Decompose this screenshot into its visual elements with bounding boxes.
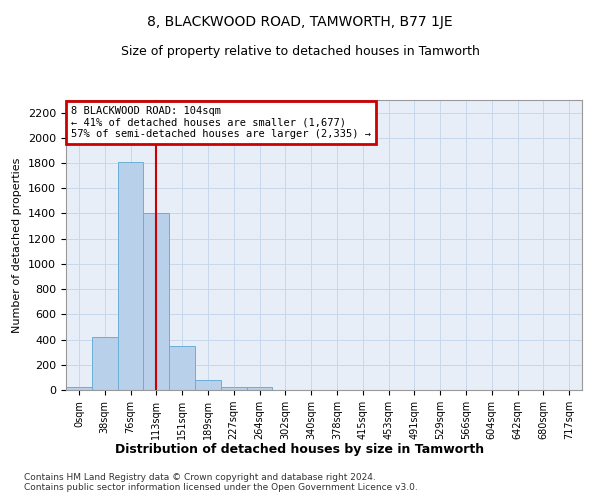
- Text: Size of property relative to detached houses in Tamworth: Size of property relative to detached ho…: [121, 45, 479, 58]
- Text: Contains HM Land Registry data © Crown copyright and database right 2024.: Contains HM Land Registry data © Crown c…: [24, 472, 376, 482]
- Bar: [92, 337, 118, 390]
- Bar: [66, 388, 92, 390]
- Text: Contains public sector information licensed under the Open Government Licence v3: Contains public sector information licen…: [24, 484, 418, 492]
- Y-axis label: Number of detached properties: Number of detached properties: [13, 158, 22, 332]
- Bar: [143, 214, 169, 390]
- Bar: [247, 388, 272, 390]
- Bar: [169, 346, 195, 390]
- Bar: [195, 380, 221, 390]
- Text: Distribution of detached houses by size in Tamworth: Distribution of detached houses by size …: [115, 442, 485, 456]
- Text: 8, BLACKWOOD ROAD, TAMWORTH, B77 1JE: 8, BLACKWOOD ROAD, TAMWORTH, B77 1JE: [147, 15, 453, 29]
- Text: 8 BLACKWOOD ROAD: 104sqm
← 41% of detached houses are smaller (1,677)
57% of sem: 8 BLACKWOOD ROAD: 104sqm ← 41% of detach…: [71, 106, 371, 139]
- Bar: [118, 162, 143, 390]
- Bar: [221, 387, 247, 390]
